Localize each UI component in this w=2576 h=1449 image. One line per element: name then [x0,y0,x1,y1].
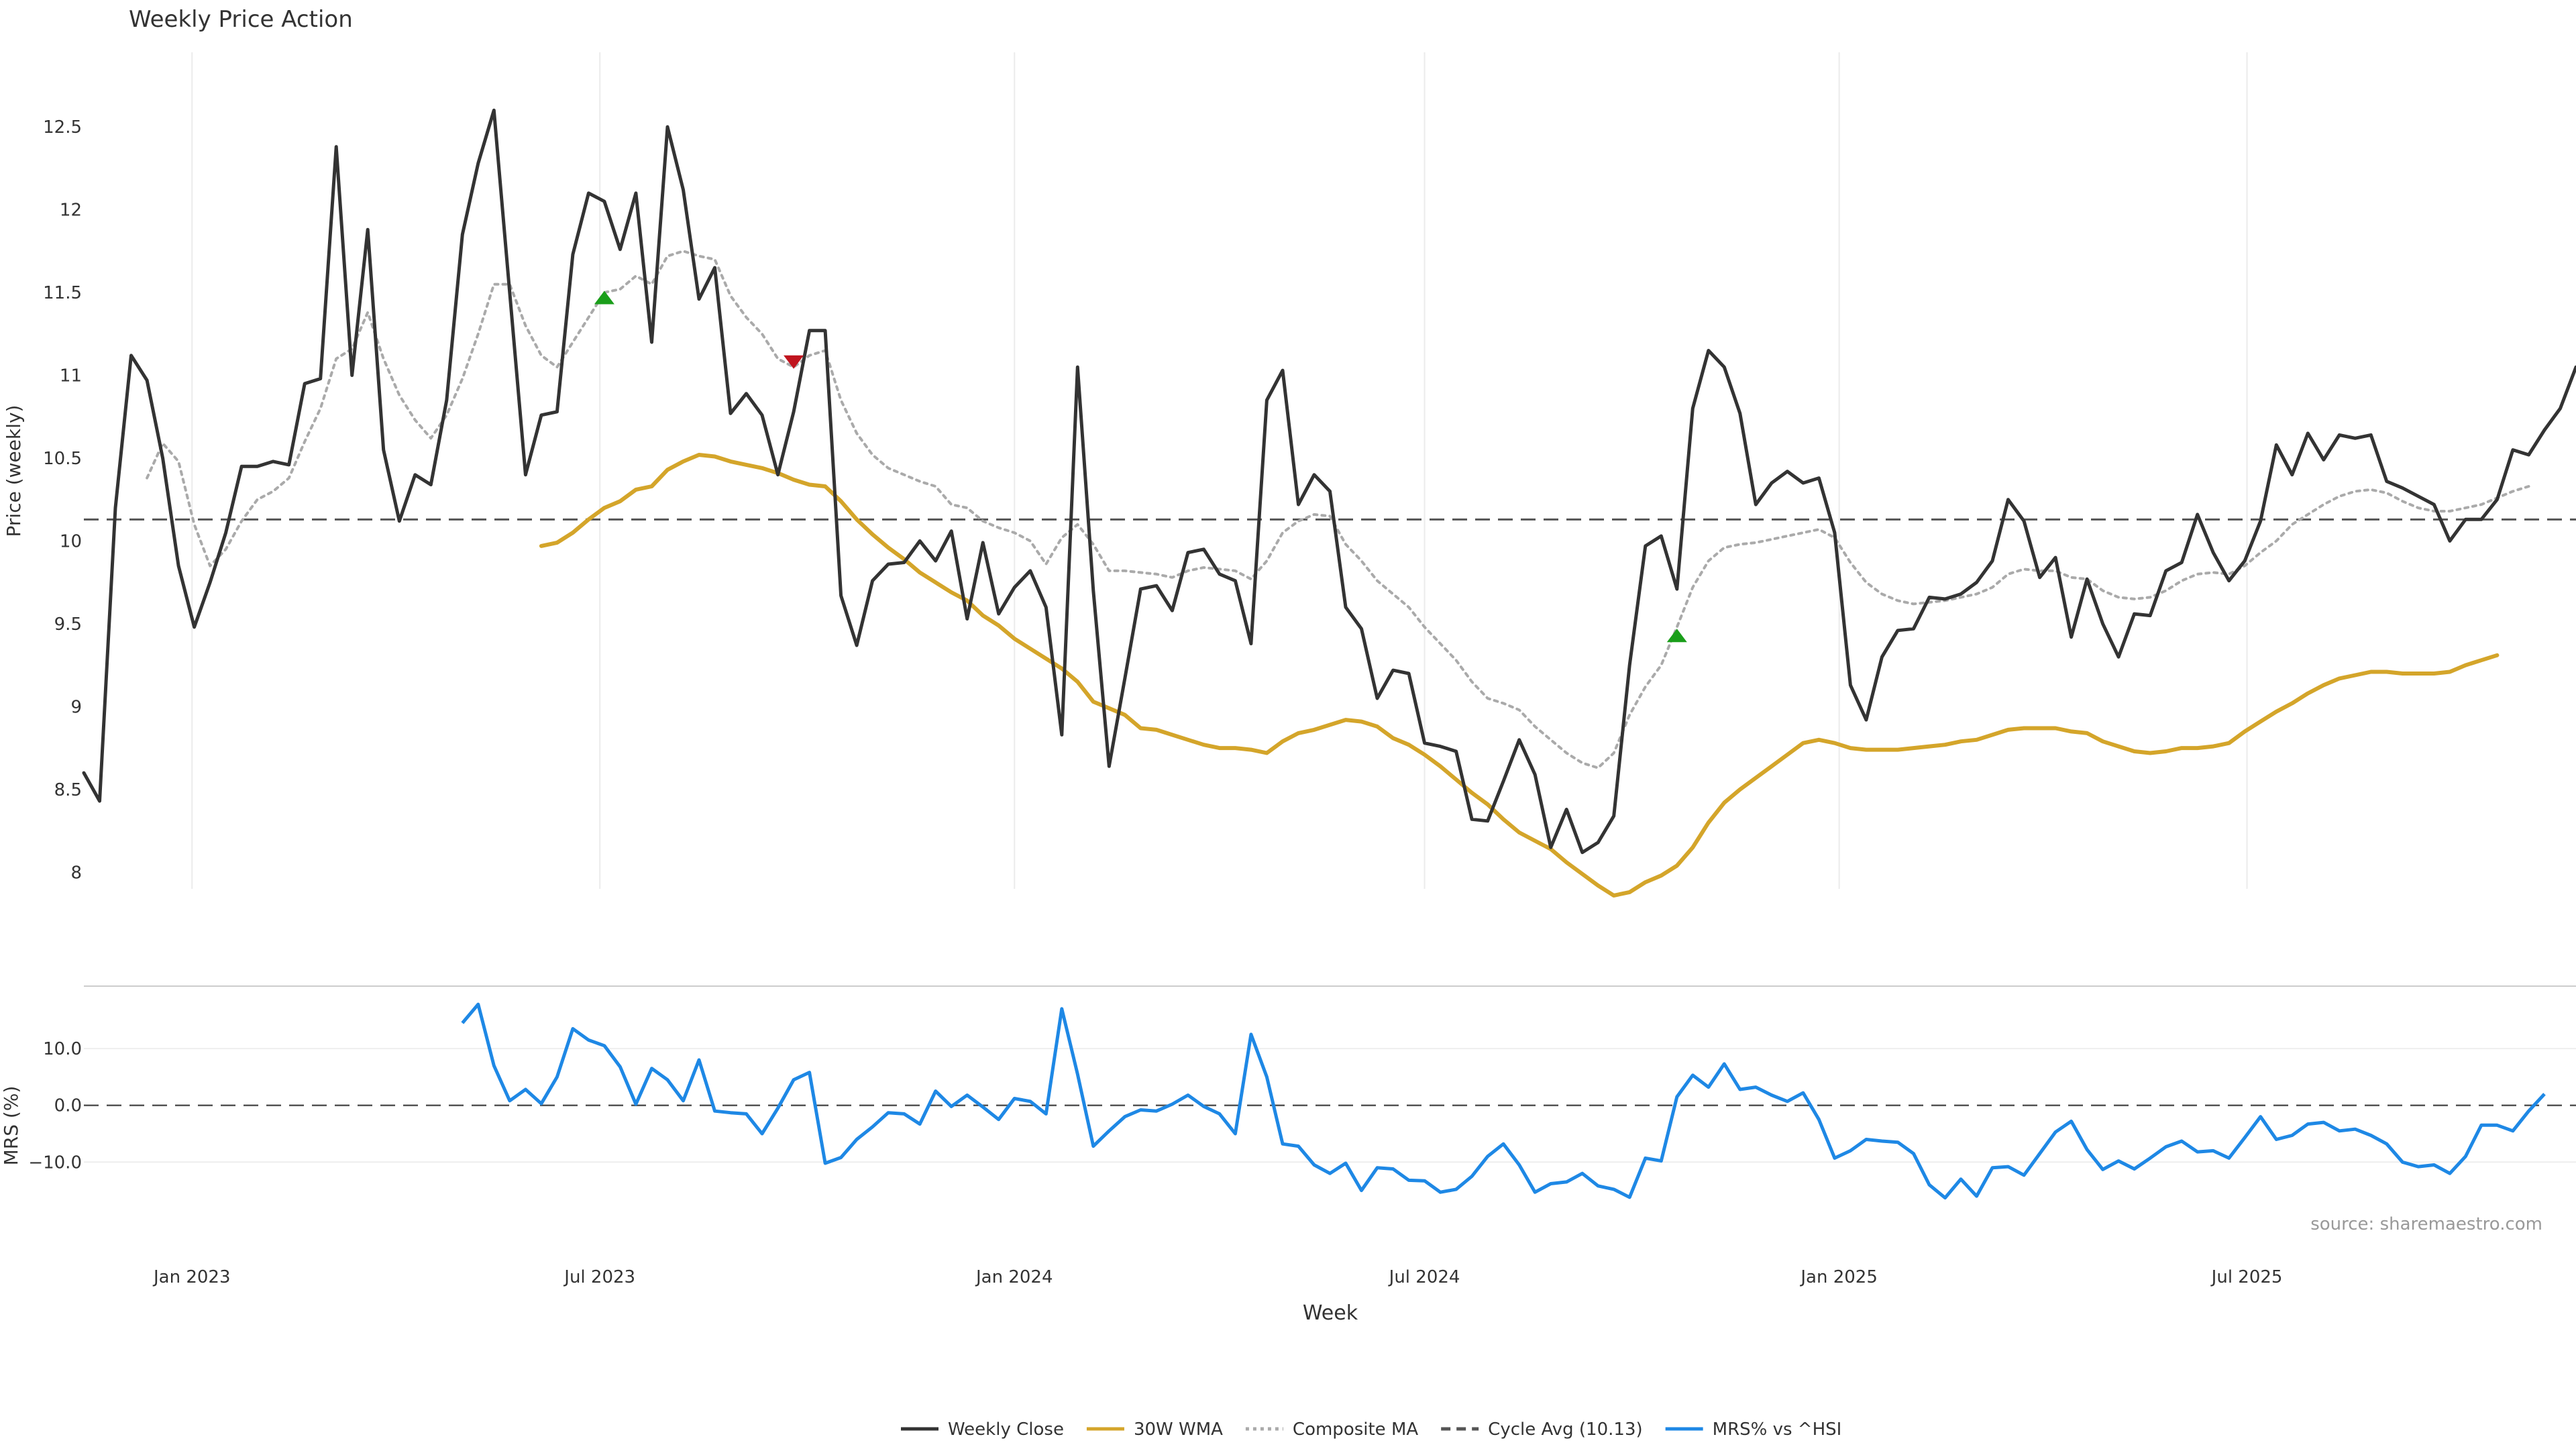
buy-signal-marker [1666,629,1687,643]
composite-ma-line [146,250,2530,769]
price-y-tick-label: 11.5 [43,283,82,303]
mrs-y-tick-label: 0.0 [54,1096,82,1116]
legend-label: MRS% vs ^HSI [1713,1419,1842,1440]
price-y-tick-label: 8 [70,863,82,883]
mrs-line [461,1002,2546,1200]
x-tick-label: Jan 2024 [975,1267,1053,1287]
legend-label: 30W WMA [1134,1419,1223,1440]
price-y-axis-title: Price (weekly) [3,405,25,537]
sell-signal-marker [784,355,804,369]
legend-label: Weekly Close [948,1419,1064,1440]
x-tick-label: Jul 2025 [2210,1267,2283,1287]
price-y-tick-label: 12 [60,201,82,221]
price-y-tick-label: 10 [60,531,82,551]
x-axis-title: Week [1303,1301,1358,1325]
chart-title: Weekly Price Action [129,6,353,33]
source-annotation: source: sharemaestro.com [2310,1214,2542,1234]
x-tick-label: Jan 2025 [1799,1267,1878,1287]
price-y-tick-label: 11 [60,366,82,386]
wma-30w-line [539,453,2500,898]
price-y-tick-label: 9 [70,697,82,717]
price-y-tick-label: 8.5 [54,780,82,800]
x-tick-label: Jan 2023 [152,1267,231,1287]
mrs-y-tick-label: −10.0 [28,1152,82,1173]
x-tick-label: Jul 2024 [1388,1267,1460,1287]
price-y-tick-label: 12.5 [43,117,82,138]
mrs-y-axis-title: MRS (%) [0,1086,22,1166]
legend-label: Cycle Avg (10.13) [1488,1419,1642,1440]
buy-signal-marker [594,290,614,305]
price-y-tick-label: 9.5 [54,614,82,635]
weekly-close-line [82,108,2576,855]
chart-layer: −10.0 0.0 10.0 8 8.5 9 9.5 10 10.5 11 11.5 12 12.5 Ja… [28,52,2576,1440]
legend-label: Composite MA [1293,1419,1418,1440]
price-y-tick-label: 10.5 [43,449,82,469]
mrs-y-tick-label: 10.0 [43,1039,82,1059]
x-tick-label: Jul 2023 [563,1267,635,1287]
